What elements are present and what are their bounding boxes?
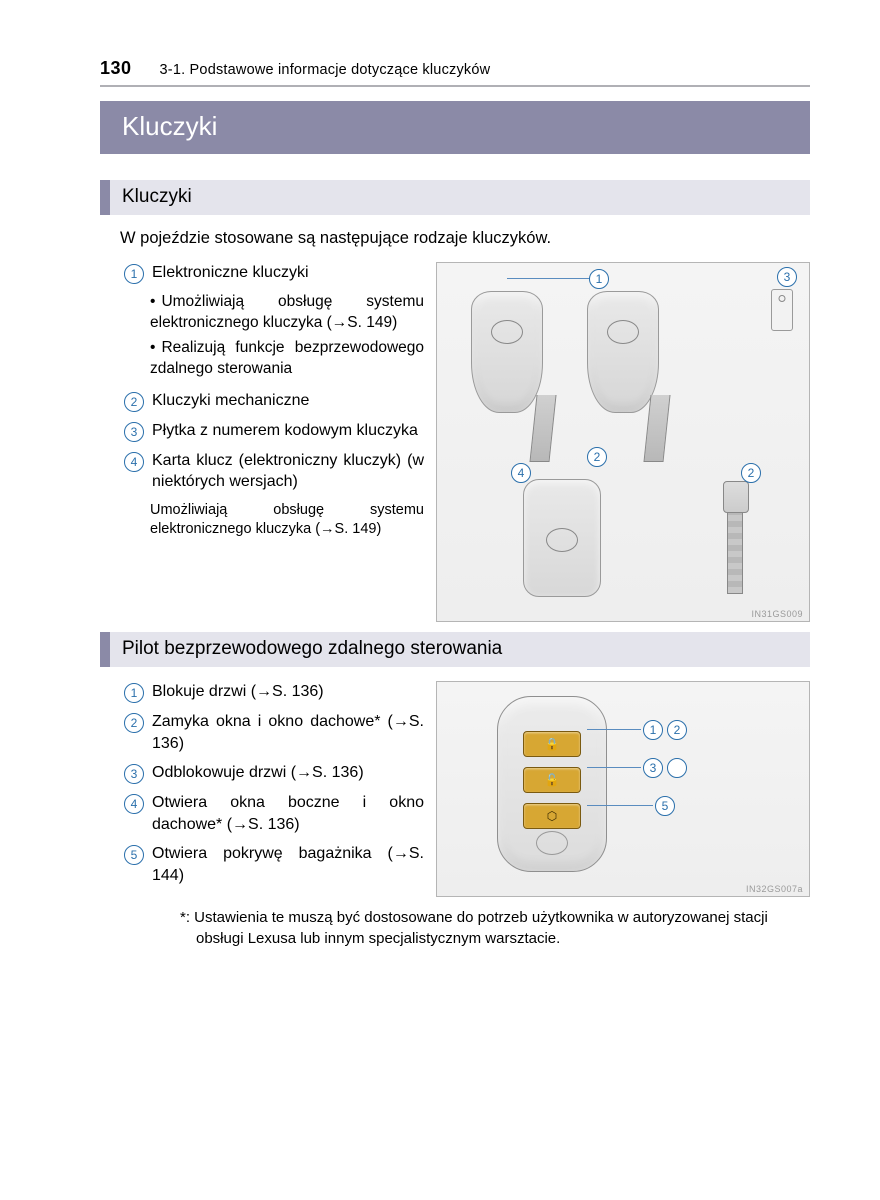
trunk-button-icon: ⬡ — [523, 803, 581, 829]
remote-icon: 🔒 🔓 ⬡ — [497, 696, 607, 872]
remote-item-5: 5 Otwiera pokrywę bagażnika (→S. 144) — [124, 843, 424, 886]
figure-remote: 🔒 🔓 ⬡ 1 2 3 5 IN32GS007a — [436, 681, 810, 897]
num-badge-3: 3 — [124, 422, 144, 442]
section1-figure-col: 1 2 3 4 2 IN31GS009 — [436, 262, 810, 622]
main-title: Kluczyki — [100, 101, 810, 154]
section1-title: Kluczyki — [100, 180, 810, 215]
page-header: 130 3-1. Podstawowe informacje dotyczące… — [100, 58, 810, 79]
section2-title: Pilot bezprzewodowego zdalnego sterowani… — [100, 632, 810, 667]
callout-3: 3 — [777, 267, 797, 287]
num-badge-5: 5 — [124, 845, 144, 865]
header-divider — [100, 85, 810, 87]
list-item-4: 4 Karta klucz (elektroniczny kluczyk) (w… — [124, 450, 424, 493]
num-badge-1: 1 — [124, 264, 144, 284]
figure-keys: 1 2 3 4 2 IN31GS009 — [436, 262, 810, 622]
item-4-note: Umożliwiają obsługę systemu elektroniczn… — [150, 501, 424, 540]
item-1-text: Elektroniczne kluczyki — [152, 262, 309, 284]
brand-logo-icon — [536, 831, 568, 855]
bullet-2: Realizują funkcje bezprzewodowego zdalne… — [150, 338, 424, 380]
callout-r3: 3 — [643, 758, 663, 778]
callout-2: 2 — [587, 447, 607, 467]
figure2-caption: IN32GS007a — [746, 884, 803, 894]
chapter-title: 3-1. Podstawowe informacje dotyczące klu… — [160, 62, 491, 78]
remote-item-3: 3 Odblokowuje drzwi (→S. 136) — [124, 762, 424, 784]
num-badge-4: 4 — [124, 794, 144, 814]
list-item-3: 3 Płytka z numerem kodowym kluczyka — [124, 420, 424, 442]
num-badge-1: 1 — [124, 683, 144, 703]
callout-lead — [507, 278, 591, 279]
page-root: 130 3-1. Podstawowe informacje dotyczące… — [0, 0, 880, 989]
section2-list: 1 Blokuje drzwi (→S. 136) 2 Zamyka okna … — [100, 681, 424, 897]
num-badge-2: 2 — [124, 392, 144, 412]
remote-3-text: Odblokowuje drzwi (→S. 136) — [152, 762, 364, 784]
page-number: 130 — [100, 58, 132, 79]
figure1-caption: IN31GS009 — [751, 609, 803, 619]
key-blade-icon — [643, 395, 670, 462]
callout-4: 4 — [511, 463, 531, 483]
key-fob-icon — [587, 291, 659, 413]
section2-figure-col: 🔒 🔓 ⬡ 1 2 3 5 IN32GS007a — [436, 681, 810, 897]
card-key-icon — [523, 479, 601, 597]
callout-r1: 1 — [643, 720, 663, 740]
section1-list: 1 Elektroniczne kluczyki Umożliwiają obs… — [100, 262, 424, 622]
section1-content: 1 Elektroniczne kluczyki Umożliwiają obs… — [100, 262, 810, 622]
list-item-2: 2 Kluczyki mechaniczne — [124, 390, 424, 412]
bullet-1: Umożliwiają obsługę systemu elektroniczn… — [150, 292, 424, 334]
item-4-text: Karta klucz (elektroniczny kluczyk) (w n… — [152, 450, 424, 493]
num-badge-3: 3 — [124, 764, 144, 784]
callout-r2: 2 — [667, 720, 687, 740]
remote-1-text: Blokuje drzwi (→S. 136) — [152, 681, 324, 703]
unlock-button-icon: 🔓 — [523, 767, 581, 793]
num-badge-2: 2 — [124, 713, 144, 733]
callout-r5: 5 — [655, 796, 675, 816]
remote-item-1: 1 Blokuje drzwi (→S. 136) — [124, 681, 424, 703]
callout-lead — [587, 767, 641, 768]
remote-4-text: Otwiera okna boczne i okno dachowe* (→S.… — [152, 792, 424, 835]
section2-footnote: *: Ustawienia te muszą być dostosowane d… — [196, 907, 810, 949]
section2-content: 1 Blokuje drzwi (→S. 136) 2 Zamyka okna … — [100, 681, 810, 897]
callout-r4 — [667, 758, 687, 778]
flat-key-icon — [723, 481, 747, 591]
section1-intro: W pojeździe stosowane są następujące rod… — [120, 229, 810, 248]
callout-lead — [587, 729, 641, 730]
remote-5-text: Otwiera pokrywę bagażnika (→S. 144) — [152, 843, 424, 886]
callout-2b: 2 — [741, 463, 761, 483]
remote-item-2: 2 Zamyka okna i okno dachowe* (→S. 136) — [124, 711, 424, 754]
callout-lead — [587, 805, 653, 806]
remote-item-4: 4 Otwiera okna boczne i okno dachowe* (→… — [124, 792, 424, 835]
list-item-1: 1 Elektroniczne kluczyki — [124, 262, 424, 284]
key-fob-icon — [471, 291, 543, 413]
lock-button-icon: 🔒 — [523, 731, 581, 757]
callout-1: 1 — [589, 269, 609, 289]
item-2-text: Kluczyki mechaniczne — [152, 390, 309, 412]
key-tag-icon — [771, 289, 793, 331]
num-badge-4: 4 — [124, 452, 144, 472]
remote-2-text: Zamyka okna i okno dachowe* (→S. 136) — [152, 711, 424, 754]
item-3-text: Płytka z numerem kodowym kluczyka — [152, 420, 418, 442]
item-1-bullets: Umożliwiają obsługę systemu elektroniczn… — [150, 292, 424, 380]
key-blade-icon — [529, 395, 556, 462]
